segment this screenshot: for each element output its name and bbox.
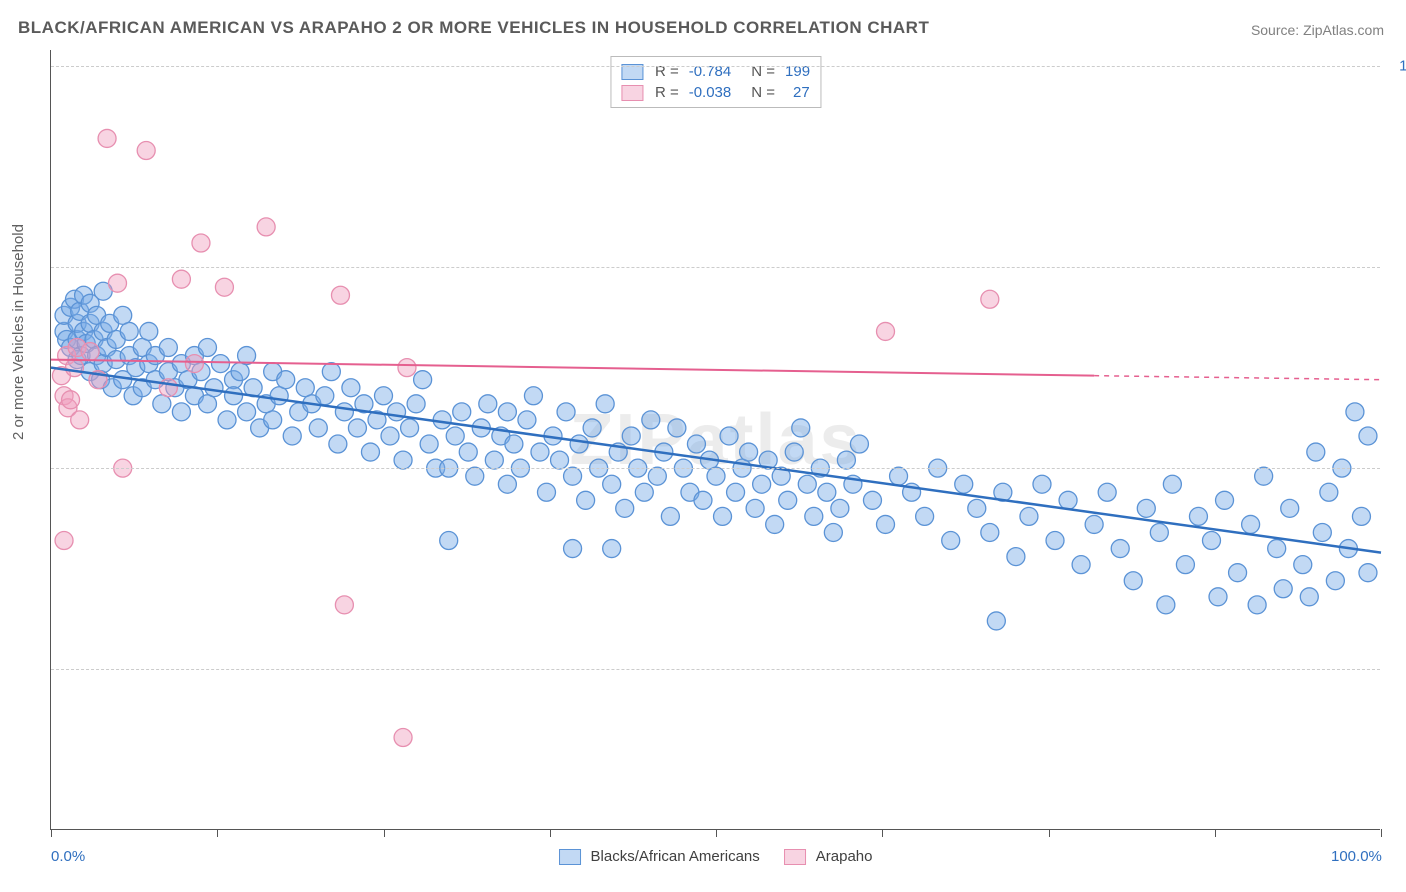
gridline	[51, 267, 1380, 268]
chart-svg	[51, 50, 1380, 829]
legend-n-value-1: 199	[785, 61, 810, 82]
y-tick-label: 50.0%	[1390, 460, 1406, 477]
x-tick	[550, 829, 551, 837]
legend-r-label: R =	[655, 61, 679, 82]
gridline	[51, 66, 1380, 67]
legend-r-value-1: -0.784	[689, 61, 732, 82]
x-tick	[384, 829, 385, 837]
swatch-series1	[559, 849, 581, 865]
y-tick-label: 75.0%	[1390, 259, 1406, 276]
swatch-series2	[621, 85, 643, 101]
swatch-series2	[784, 849, 806, 865]
x-tick	[1215, 829, 1216, 837]
legend-r-value-2: -0.038	[689, 82, 732, 103]
gridline	[51, 468, 1380, 469]
x-tick	[716, 829, 717, 837]
legend-row-series1: R = -0.784 N = 199	[621, 61, 810, 82]
x-tick	[1049, 829, 1050, 837]
legend-item-series1: Blacks/African Americans	[559, 848, 760, 865]
legend-n-label: N =	[751, 82, 775, 103]
legend-label-1: Blacks/African Americans	[591, 848, 760, 865]
legend-label-2: Arapaho	[816, 848, 873, 865]
series-legend: Blacks/African Americans Arapaho	[559, 848, 873, 865]
x-tick	[1381, 829, 1382, 837]
legend-row-series2: R = -0.038 N = 27	[621, 82, 810, 103]
plot-area: ZIPatlas R = -0.784 N = 199 R = -0.038 N…	[50, 50, 1380, 830]
x-tick-label: 0.0%	[51, 848, 85, 865]
correlation-legend: R = -0.784 N = 199 R = -0.038 N = 27	[610, 56, 821, 108]
x-tick	[882, 829, 883, 837]
x-tick-label: 100.0%	[1331, 848, 1382, 865]
chart-title: BLACK/AFRICAN AMERICAN VS ARAPAHO 2 OR M…	[18, 18, 929, 38]
legend-r-label: R =	[655, 82, 679, 103]
legend-n-label: N =	[751, 61, 775, 82]
y-tick-label: 100.0%	[1390, 58, 1406, 75]
y-tick-label: 25.0%	[1390, 661, 1406, 678]
x-tick	[51, 829, 52, 837]
legend-n-value-2: 27	[793, 82, 810, 103]
gridline	[51, 669, 1380, 670]
source-attribution: Source: ZipAtlas.com	[1251, 22, 1384, 38]
x-tick	[217, 829, 218, 837]
y-axis-label: 2 or more Vehicles in Household	[10, 224, 27, 440]
legend-item-series2: Arapaho	[784, 848, 873, 865]
